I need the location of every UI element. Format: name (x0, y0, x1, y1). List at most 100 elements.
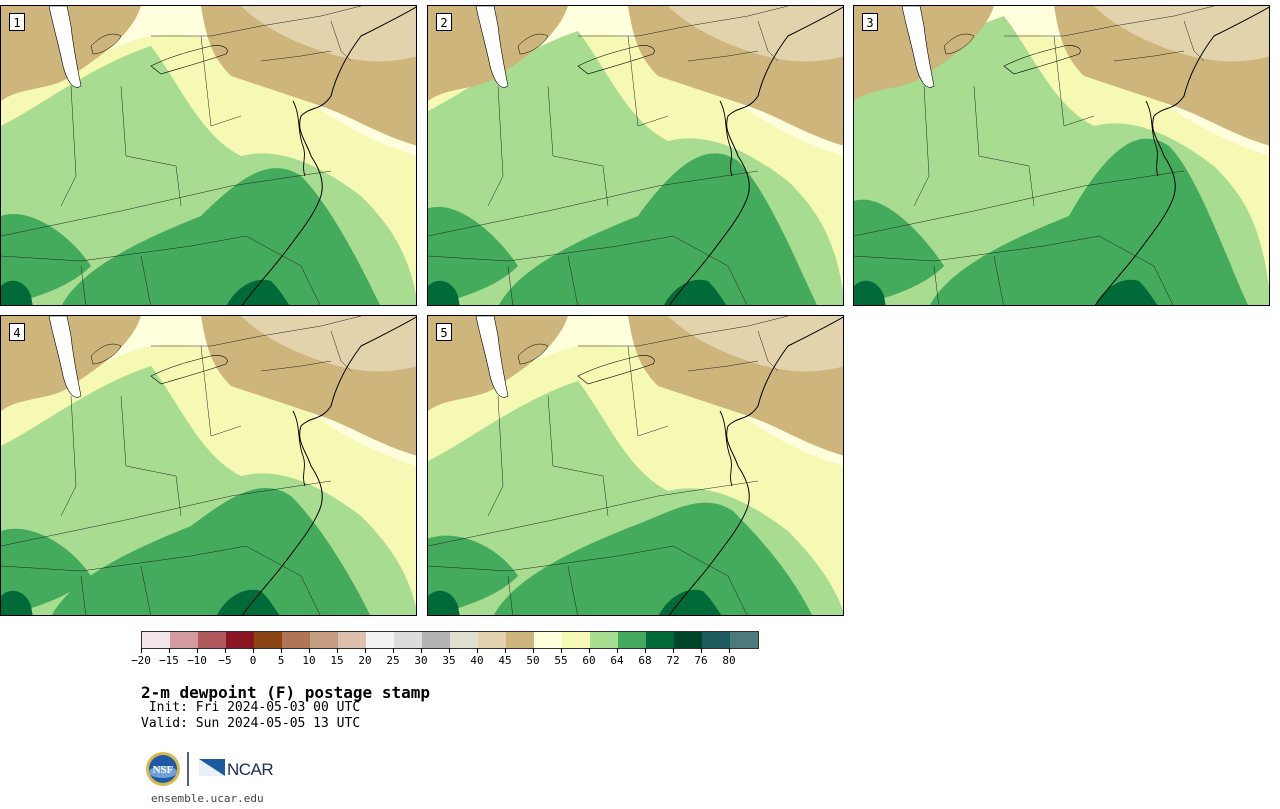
ncar-logo-text: NCAR (227, 760, 274, 779)
colorbar-swatch (590, 632, 618, 648)
dewpoint-region (48, 6, 82, 88)
colorbar-tick-label: 25 (386, 654, 400, 667)
dewpoint-region (52, 488, 371, 615)
boundary-line (617, 545, 748, 615)
colorbar-swatch (310, 632, 338, 648)
boundary-line (120, 395, 182, 517)
colorbar (141, 631, 759, 649)
boundary-line (617, 235, 748, 305)
boundary-line (1113, 50, 1185, 62)
colorbar-swatch (170, 632, 198, 648)
boundary-line (913, 85, 930, 207)
colorbar-tick (197, 648, 198, 653)
colorbar-tick (449, 648, 450, 653)
colorbar-tick (505, 648, 506, 653)
colorbar-tick (225, 648, 226, 653)
colorbar-tick-label: −20 (131, 654, 151, 667)
colorbar-tick (365, 648, 366, 653)
boundary-line (577, 45, 655, 75)
boundary-line (260, 50, 332, 62)
colorbar-tick-label: 5 (277, 654, 285, 667)
colorbar-swatch (534, 632, 562, 648)
boundary-line (668, 316, 843, 615)
boundary-line (1, 480, 332, 547)
boundary-line (1145, 100, 1159, 177)
dewpoint-region (217, 589, 280, 615)
boundary-line (60, 395, 77, 517)
boundary-line (150, 355, 228, 385)
member-label-3: 3 (862, 13, 878, 31)
colorbar-tick-label: 50 (526, 654, 540, 667)
boundary-line (687, 50, 759, 62)
boundary-line (428, 555, 619, 572)
dewpoint-region (1095, 279, 1158, 305)
colorbar-tick-label: −5 (218, 654, 232, 667)
boundary-line (190, 235, 321, 305)
colorbar-swatch (730, 632, 758, 648)
boundary-line (120, 85, 182, 207)
colorbar-tick (337, 648, 338, 653)
dewpoint-region (62, 168, 381, 305)
dewpoint-map-1 (1, 6, 416, 305)
boundary-line (241, 316, 416, 615)
init-time: Init: Fri 2024-05-03 00 UTC (141, 700, 361, 715)
dewpoint-region (241, 316, 416, 372)
dewpoint-region (1, 590, 33, 615)
dewpoint-region (1, 214, 91, 305)
boundary-line (567, 565, 578, 615)
boundary-line (668, 6, 843, 305)
dewpoint-map-4 (1, 316, 416, 615)
boundary-line (757, 330, 779, 372)
boundary-line (933, 265, 940, 305)
dewpoint-region (664, 279, 727, 305)
member-label-2: 2 (436, 13, 452, 31)
colorbar-tick-label: 35 (442, 654, 456, 667)
colorbar-swatch (506, 632, 534, 648)
boundary-line (719, 100, 733, 177)
dewpoint-map-5 (428, 316, 843, 615)
dewpoint-region (854, 199, 944, 305)
colorbar-tick (393, 648, 394, 653)
colorbar-swatch (478, 632, 506, 648)
colorbar-tick (617, 648, 618, 653)
colorbar-tick (309, 648, 310, 653)
dewpoint-map-2 (428, 6, 843, 305)
colorbar-tick-label: 80 (722, 654, 736, 667)
boundary-line (1, 170, 332, 237)
nsf-logo-text: NSF (153, 764, 174, 776)
dewpoint-region (428, 590, 460, 615)
boundary-line (943, 33, 975, 55)
colorbar-tick-label: 10 (302, 654, 316, 667)
colorbar-tick-label: −15 (159, 654, 179, 667)
colorbar-swatch (366, 632, 394, 648)
colorbar-swatch (646, 632, 674, 648)
boundary-line (578, 6, 789, 37)
dewpoint-region (854, 280, 886, 305)
boundary-line (190, 545, 321, 615)
boundary-line (517, 343, 549, 365)
boundary-line (973, 85, 1035, 207)
colorbar-tick-label: −10 (187, 654, 207, 667)
colorbar-swatch (674, 632, 702, 648)
colorbar-tick (729, 648, 730, 653)
colorbar-tick-label: 15 (330, 654, 344, 667)
colorbar-tick-labels: −20 −15 −10 −5 0 5 10 15 20 25 30 35 40 45 50 55 60 64 68 7… (131, 654, 761, 668)
dewpoint-map-3 (854, 6, 1269, 305)
boundary-line (330, 330, 352, 372)
plot-title: 2-m dewpoint (F) postage stamp (141, 683, 430, 702)
boundary-line (140, 255, 151, 305)
colorbar-swatch (338, 632, 366, 648)
colorbar-tick-label: 30 (414, 654, 428, 667)
colorbar-tick (253, 648, 254, 653)
boundary-line (200, 345, 242, 437)
boundary-line (60, 85, 77, 207)
colorbar-tick (589, 648, 590, 653)
colorbar-swatch (618, 632, 646, 648)
dewpoint-region (475, 316, 509, 398)
boundary-line (241, 6, 416, 305)
colorbar-swatch (254, 632, 282, 648)
valid-time: Valid: Sun 2024-05-05 13 UTC (141, 716, 361, 731)
colorbar-tick-label: 0 (249, 654, 257, 667)
member-label-4: 4 (9, 323, 25, 341)
member-panel-3: 3 (853, 5, 1270, 306)
